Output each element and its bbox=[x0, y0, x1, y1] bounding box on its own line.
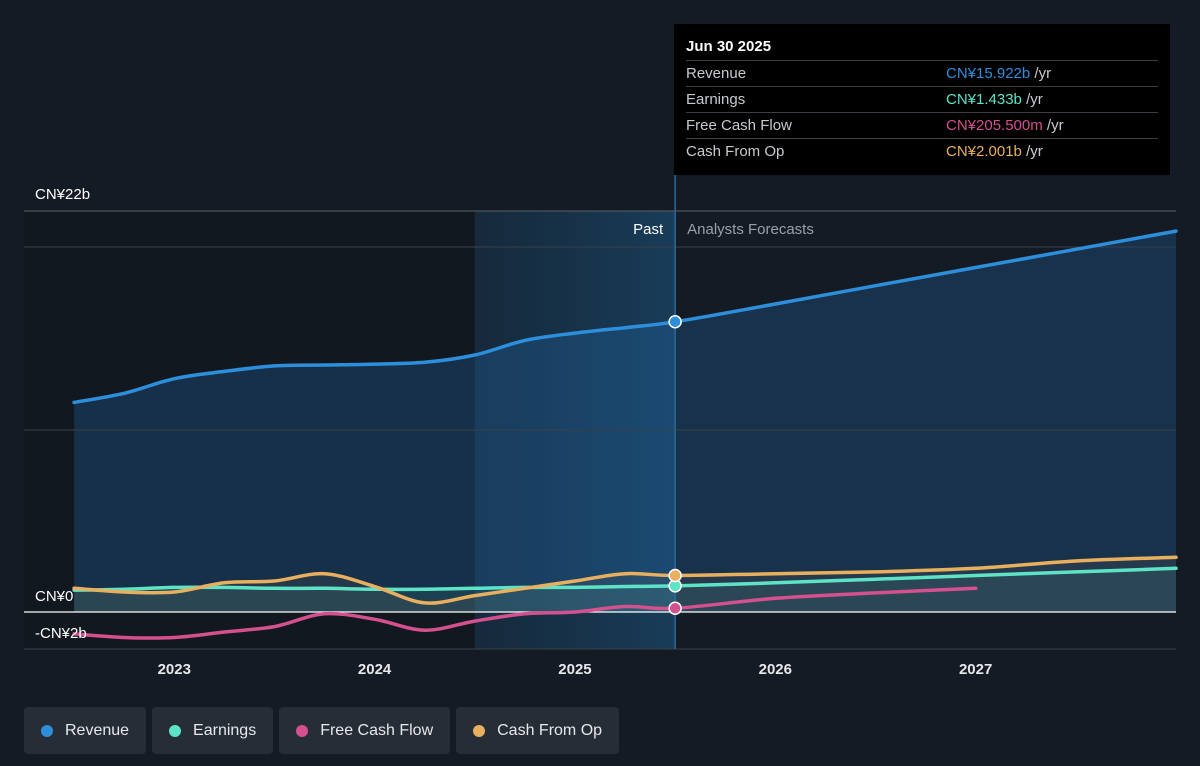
legend-label: Earnings bbox=[193, 721, 257, 739]
x-tick-label: 2026 bbox=[759, 661, 792, 678]
free-cash-flow-line bbox=[72, 586, 978, 640]
tooltip-unit: /yr bbox=[1026, 91, 1043, 108]
tooltip-row-earnings: Earnings CN¥1.433b /yr bbox=[686, 86, 1158, 112]
y-tick-label: CN¥0 bbox=[35, 588, 73, 605]
chart-legend: Revenue Earnings Free Cash Flow Cash Fro… bbox=[24, 707, 620, 754]
legend-item-revenue[interactable]: Revenue bbox=[24, 707, 147, 754]
legend-item-free-cash-flow[interactable]: Free Cash Flow bbox=[279, 707, 451, 754]
legend-item-cash-from-op[interactable]: Cash From Op bbox=[456, 707, 620, 754]
cash-from-op-dot-icon bbox=[473, 724, 486, 737]
past-label: Past bbox=[633, 221, 664, 238]
legend-label: Free Cash Flow bbox=[320, 721, 434, 739]
revenue-line bbox=[72, 229, 1178, 405]
free-cash-flow-dot-icon bbox=[296, 724, 309, 737]
tooltip-unit: /yr bbox=[1046, 117, 1064, 134]
x-tick-label: 2025 bbox=[558, 661, 591, 678]
tooltip-label: Revenue bbox=[686, 65, 747, 82]
tooltip-label: Free Cash Flow bbox=[686, 117, 792, 134]
tooltip-label: Earnings bbox=[686, 91, 746, 108]
tooltip-row-free-cash-flow: Free Cash Flow CN¥205.500m /yr bbox=[686, 112, 1158, 138]
tooltip-row-cash-from-op: Cash From Op CN¥2.001b /yr bbox=[686, 138, 1158, 164]
tooltip-row-revenue: Revenue CN¥15.922b /yr bbox=[686, 60, 1158, 86]
x-tick-label: 2027 bbox=[959, 661, 992, 678]
earnings-dot-icon bbox=[169, 724, 182, 737]
revenue-dot-icon bbox=[41, 724, 53, 737]
tooltip-date: Jun 30 2025 bbox=[686, 38, 772, 55]
tooltip-unit: /yr bbox=[1034, 65, 1052, 82]
free-cash-flow-marker bbox=[668, 601, 682, 616]
financial-chart: CN¥22b CN¥0 -CN¥2b 2023 2024 2025 2026 2027 Past… bbox=[24, 175, 1178, 678]
revenue-marker bbox=[668, 315, 682, 329]
legend-label: Cash From Op bbox=[497, 721, 603, 739]
forecast-label: Analysts Forecasts bbox=[687, 221, 814, 238]
tooltip-label: Cash From Op bbox=[686, 143, 785, 160]
cash-from-op-area bbox=[74, 557, 1177, 612]
legend-label: Revenue bbox=[65, 721, 130, 739]
legend-item-earnings[interactable]: Earnings bbox=[152, 707, 274, 754]
cash-from-op-marker bbox=[668, 568, 682, 583]
x-tick-label: 2024 bbox=[358, 661, 392, 678]
cash-from-op-line bbox=[72, 555, 1178, 605]
tooltip-value: CN¥1.433b bbox=[946, 91, 1022, 108]
tooltip-value: CN¥2.001b bbox=[946, 143, 1022, 160]
x-tick-label: 2023 bbox=[158, 661, 191, 678]
tooltip-value: CN¥15.922b bbox=[946, 65, 1031, 82]
revenue-area bbox=[74, 231, 1177, 612]
tooltip-unit: /yr bbox=[1026, 143, 1043, 160]
y-tick-label: CN¥22b bbox=[35, 186, 90, 203]
y-tick-label: -CN¥2b bbox=[35, 625, 87, 642]
tooltip-value: CN¥205.500m bbox=[946, 117, 1043, 134]
data-tooltip: Jun 30 2025 Revenue CN¥15.922b /yr Earni… bbox=[674, 24, 1170, 175]
